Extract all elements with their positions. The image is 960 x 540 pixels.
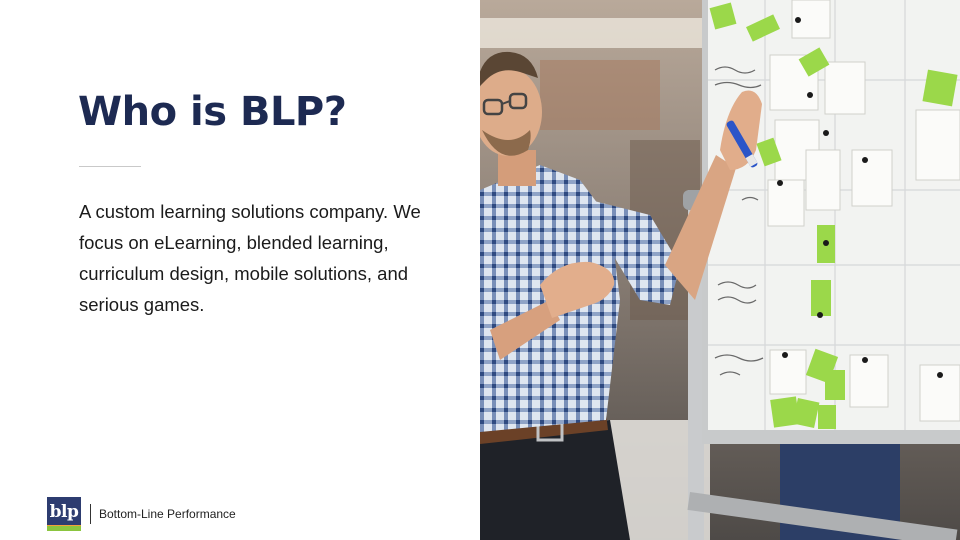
- slide-title: Who is BLP?: [78, 89, 347, 135]
- text-panel: Who is BLP? A custom learning solutions …: [47, 89, 421, 531]
- blp-logo: blp: [47, 497, 81, 531]
- slide-body-text: A custom learning solutions company. We …: [79, 201, 421, 315]
- footer-company-name: Bottom-Line Performance: [99, 507, 236, 521]
- man-at-whiteboard-photo: [480, 0, 960, 540]
- footer: blp Bottom-Line Performance: [47, 497, 236, 531]
- title-divider: [79, 166, 141, 167]
- logo-accent-line: [47, 525, 81, 526]
- logo-green-bar: [47, 526, 81, 531]
- photo-illustration: [480, 0, 960, 540]
- footer-separator: [90, 504, 91, 524]
- logo-text: blp: [49, 502, 79, 522]
